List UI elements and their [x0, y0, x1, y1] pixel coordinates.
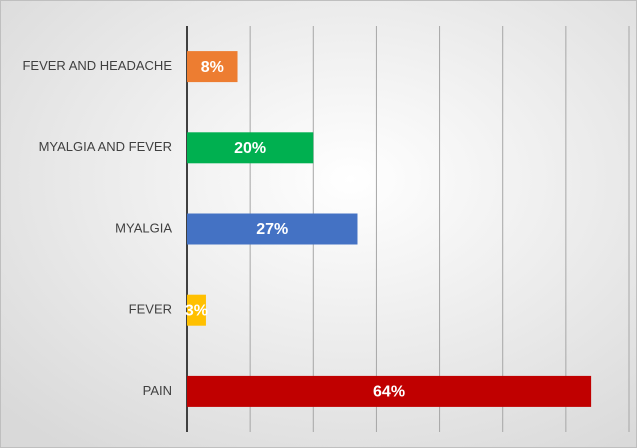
bar: [187, 51, 238, 83]
data-label: 8%: [201, 59, 224, 76]
y-tick-label: FEVER AND HEADACHE: [22, 58, 172, 73]
y-tick-label: MYALGIA AND FEVER: [39, 139, 172, 154]
data-label: 3%: [185, 302, 208, 319]
data-label: 27%: [256, 221, 288, 238]
bar: [187, 132, 314, 164]
data-label: 20%: [234, 140, 266, 157]
y-tick-label: FEVER: [129, 302, 172, 317]
y-tick-label: PAIN: [143, 383, 172, 398]
bar: [187, 375, 592, 407]
bar: [187, 294, 206, 326]
data-label: 64%: [373, 384, 405, 401]
bar: [187, 213, 358, 245]
y-tick-label: MYALGIA: [115, 220, 172, 235]
